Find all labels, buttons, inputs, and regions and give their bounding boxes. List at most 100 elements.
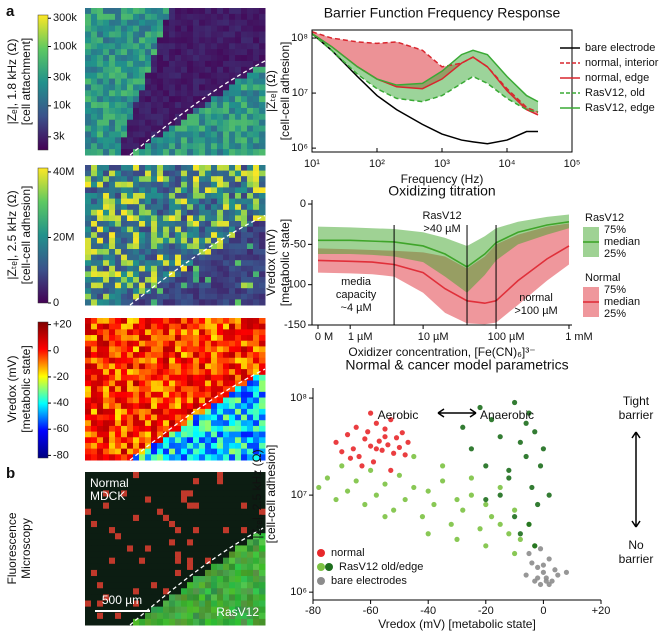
image-pixel: [97, 294, 104, 300]
image-pixel: [223, 564, 230, 571]
image-pixel: [259, 43, 266, 49]
legend-label: median: [604, 236, 640, 248]
image-pixel: [109, 61, 116, 67]
image-pixel: [91, 243, 98, 249]
point: [564, 570, 569, 575]
image-pixel: [109, 352, 116, 358]
image-pixel: [235, 102, 242, 108]
image-pixel: [85, 346, 92, 352]
image-pixel: [205, 521, 212, 528]
image-pixel: [229, 32, 236, 38]
image-pixel: [217, 126, 224, 132]
image-pixel: [169, 149, 176, 155]
image-pixel: [109, 552, 116, 559]
image-pixel: [109, 232, 116, 238]
image-pixel: [247, 570, 254, 577]
image-pixel: [247, 392, 254, 398]
image-pixel: [85, 187, 92, 193]
image-pixel: [103, 346, 110, 352]
image-pixel: [85, 409, 92, 415]
image-pixel: [133, 14, 140, 20]
image-pixel: [145, 108, 152, 114]
image-pixel: [217, 182, 224, 188]
image-pixel: [127, 533, 134, 540]
image-pixel: [193, 478, 200, 485]
image-pixel: [187, 521, 194, 528]
image-pixel: [103, 358, 110, 364]
image-pixel: [217, 341, 224, 347]
image-pixel: [85, 415, 92, 421]
image-pixel: [91, 266, 98, 272]
image-pixel: [181, 271, 188, 277]
image-pixel: [253, 277, 260, 283]
image-pixel: [163, 20, 170, 26]
image-pixel: [187, 552, 194, 559]
image-pixel: [85, 210, 92, 216]
image-pixel: [97, 114, 104, 120]
image-pixel: [85, 49, 92, 55]
image-pixel: [223, 533, 230, 540]
image-pixel: [229, 570, 236, 577]
image-pixel: [187, 443, 194, 449]
image-pixel: [85, 8, 92, 14]
image-pixel: [103, 283, 110, 289]
image-pixel: [97, 221, 104, 227]
image-pixel: [199, 137, 206, 143]
image-pixel: [247, 576, 254, 583]
image-pixel: [121, 346, 128, 352]
image-pixel: [151, 126, 158, 132]
image-pixel: [241, 90, 248, 96]
image-pixel: [199, 432, 206, 438]
image-pixel: [127, 375, 134, 381]
image-pixel: [193, 346, 200, 352]
image-pixel: [253, 210, 260, 216]
image-pixel: [259, 324, 266, 330]
image-pixel: [97, 454, 104, 460]
image-pixel: [253, 238, 260, 244]
image-pixel: [259, 398, 266, 404]
image-pixel: [139, 277, 146, 283]
point: [380, 448, 385, 453]
image-pixel: [151, 420, 158, 426]
image-pixel: [121, 182, 128, 188]
image-pixel: [169, 613, 176, 620]
colorbar-tick-label: -80: [53, 449, 69, 461]
image-pixel: [181, 199, 188, 205]
image-pixel: [211, 432, 218, 438]
image-pixel: [217, 527, 224, 534]
image-pixel: [181, 187, 188, 193]
image-pixel: [235, 420, 242, 426]
image-pixel: [217, 204, 224, 210]
image-pixel: [253, 588, 260, 595]
image-pixel: [169, 484, 176, 491]
image-pixel: [235, 120, 242, 126]
image-pixel: [259, 346, 266, 352]
image-pixel: [139, 171, 146, 177]
image-pixel: [91, 271, 98, 277]
image-pixel: [199, 61, 206, 67]
image-pixel: [85, 386, 92, 392]
colorbar-tick-label: -60: [53, 423, 69, 435]
image-pixel: [163, 171, 170, 177]
image-pixel: [217, 318, 224, 324]
point: [368, 411, 373, 416]
image-pixel: [115, 271, 122, 277]
image-pixel: [127, 204, 134, 210]
image-pixel: [127, 187, 134, 193]
colorbar-tick-label: 0: [53, 297, 59, 309]
image-pixel: [121, 409, 128, 415]
image-pixel: [157, 143, 164, 149]
image-pixel: [181, 255, 188, 261]
image-pixel: [229, 199, 236, 205]
image-pixel: [145, 545, 152, 552]
image-pixel: [181, 515, 188, 522]
image-pixel: [241, 324, 248, 330]
point: [348, 456, 353, 461]
image-pixel: [151, 14, 158, 20]
legend-label: RasV12 old/edge: [339, 561, 423, 573]
image-pixel: [139, 96, 146, 102]
image-pixel: [229, 558, 236, 565]
image-pixel: [115, 221, 122, 227]
image-pixel: [103, 73, 110, 79]
image-pixel: [223, 521, 230, 528]
